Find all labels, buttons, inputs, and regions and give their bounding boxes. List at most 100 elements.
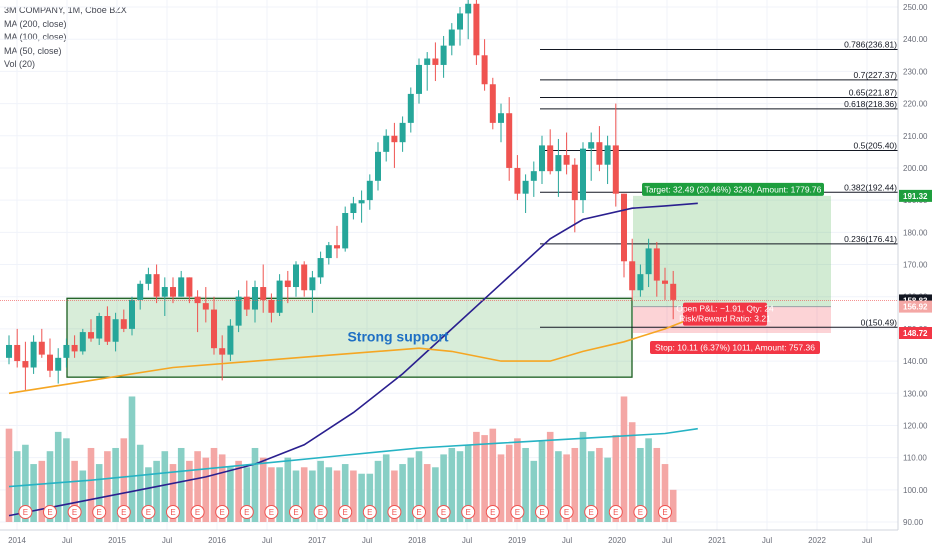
earnings-marker [18,505,33,519]
fib-label: 0.7(227.37) [854,70,898,80]
candle-body [580,148,586,201]
earnings-marker [92,505,107,519]
candle-body [137,283,144,300]
candle-body [104,316,111,342]
volume-bar [522,447,529,522]
candle-body [465,3,472,14]
candle-body [375,151,381,181]
x-tick-label: Jul [562,536,572,545]
y-tick-label: 90.00 [903,518,924,527]
volume-bar [661,464,669,522]
earnings-marker [338,505,353,519]
earnings-marker-label: E [72,508,77,517]
candle-body [448,29,455,46]
earnings-marker-label: E [392,508,397,517]
earnings-marker-label: E [318,508,323,517]
y-tick-label: 210.00 [903,132,928,141]
volume-bar [374,460,382,522]
ma100-line [8,202,698,517]
volume-bar [505,444,513,522]
annotations: Strong support Target: 32.49 (20.46%) 324… [0,182,898,354]
candle-body [161,287,168,297]
volume-bar [22,444,29,522]
candle-body [276,280,283,313]
earnings-marker-label: E [638,508,643,517]
candle-body [79,332,86,352]
x-tick-label: Jul [62,536,72,545]
volume-bar [300,467,308,522]
x-tick-label: 2022 [808,536,826,545]
earnings-marker [215,505,230,519]
candle-body [178,277,185,297]
candle-body [399,122,406,143]
volume-bar [645,438,652,522]
volume-bar [669,489,677,522]
volume-bar [161,451,169,522]
candle-body [457,13,463,30]
earnings-marker [43,505,57,519]
candle-body [22,361,29,368]
earnings-marker-label: E [613,508,618,517]
earnings-marker [658,505,672,519]
y-tick-label: 220.00 [903,100,928,109]
candle-body [547,145,554,172]
pnl-box [683,302,767,326]
earnings-marker [559,505,574,519]
earnings-marker [264,505,279,519]
earnings-marker [67,505,82,519]
candle-body [211,309,217,349]
position-zones [66,195,831,378]
price-tag-target [899,189,932,202]
volume-bar [538,441,546,522]
candle-body [498,113,504,123]
ma50-line [8,315,699,395]
y-tick-label: 200.00 [903,164,928,173]
volume-bar [276,467,283,522]
x-tick-label: 2018 [408,536,426,545]
volume-bar [620,396,628,522]
volume-bar [637,447,644,522]
volume-bar [415,451,423,522]
candle-body [383,135,390,152]
candle-body [63,344,70,358]
volume-bar [456,451,464,522]
volume-bar [251,447,259,522]
x-tick-label: Jul [362,536,372,545]
candle-body [96,316,103,339]
earnings-marker [362,505,377,519]
fib-label: 0.618(218.36) [844,99,897,109]
candle-body [514,167,521,194]
volume-bar [5,428,13,522]
candle-body [334,245,340,249]
support-label: Strong support [347,329,448,345]
candle-body [571,164,578,201]
y-tick-label: 240.00 [903,35,928,44]
volume-bar [579,431,587,522]
candle-body [342,213,349,249]
earnings-marker-label: E [220,508,225,517]
legend-symbol: 3M COMPANY, 1M, Cboe BZX [4,5,127,15]
volume-bar [63,438,70,522]
candle-body [563,155,570,165]
x-tick-label: 2016 [208,536,226,545]
stop-label-box [650,340,820,354]
candle-body [670,283,677,300]
y-tick-label: 230.00 [903,67,928,76]
candle-body [325,245,332,259]
volume-bar [489,428,497,522]
volume-bar [530,460,538,522]
volume-bar [514,438,521,522]
pnl-text: Open P&L: −1.91, Qty: 24 [676,304,774,314]
price-tag-label: 156.92 [903,303,928,312]
volume-bar [104,451,111,522]
earnings-marker-label: E [47,508,52,517]
candle-body [350,203,357,213]
legend-ma100: MA (100, close) [4,32,67,42]
volume-bar [235,460,242,522]
volume-bar [46,451,54,522]
earnings-marker-label: E [564,508,569,517]
time-axis: 2014 Jul 2015 Jul 2016 Jul 2017 Jul 2018 Jul 2019 J… [0,529,898,550]
x-tick-label: Jul [762,536,772,545]
candle-body [506,113,513,168]
